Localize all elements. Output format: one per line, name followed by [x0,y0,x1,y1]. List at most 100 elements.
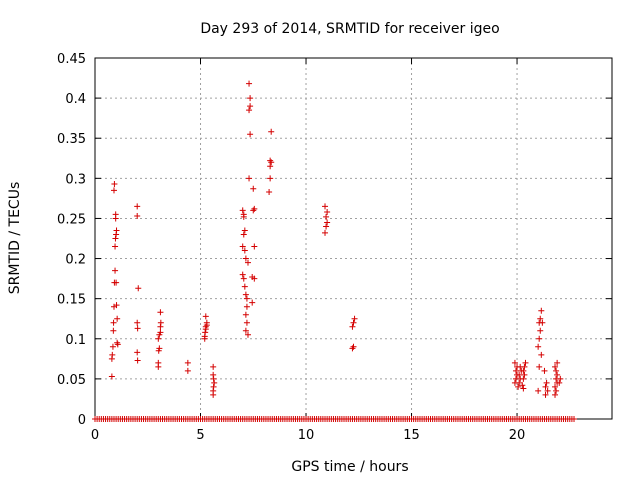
x-tick-label: 20 [509,428,526,443]
data-point [240,231,247,238]
data-point [521,371,528,378]
data-point [515,383,522,390]
data-point [537,327,544,334]
data-point [240,213,247,220]
data-point [110,187,117,194]
data-point [246,107,253,114]
y-tick-label: 0.45 [57,52,86,67]
x-tick-label: 5 [196,428,204,443]
data-point [241,247,248,254]
data-point [210,363,217,370]
data-point [251,205,258,212]
y-tick-label: 0.15 [57,293,86,308]
data-point [157,309,164,316]
data-point [243,303,250,310]
data-point [544,387,551,394]
data-point [135,285,142,292]
data-point [184,367,191,374]
data-point [520,375,527,382]
data-point [552,391,559,398]
data-point [242,327,249,334]
data-point [538,351,545,358]
data-point [241,283,248,290]
data-point [112,211,119,218]
x-tick-label: 15 [403,428,420,443]
data-point [134,203,141,210]
data-point [241,227,248,234]
data-point [112,243,119,250]
data-point [539,319,546,326]
data-point [542,383,549,390]
data-point [202,329,209,336]
data-point [211,379,218,386]
data-point [210,371,217,378]
data-point [155,359,162,366]
data-point [519,382,526,389]
gridlines [95,58,612,419]
data-point [557,375,564,382]
data-point [156,345,163,352]
data-point [535,387,542,394]
x-tick-label: 10 [298,428,315,443]
data-point [246,80,253,87]
data-point [267,157,274,164]
data-point [556,379,563,386]
data-point [239,207,246,214]
y-tick-label: 0.05 [57,373,86,388]
data-point [268,128,275,135]
y-tick-label: 0.4 [65,92,86,107]
data-point [349,323,356,330]
data-point [511,359,518,366]
data-point [516,379,523,386]
data-point [267,163,274,170]
data-point [538,307,545,314]
data-point [243,319,250,326]
data-point [242,311,249,318]
data-point [184,359,191,366]
data-point [543,379,550,386]
data-point [247,95,254,102]
data-point [537,315,544,322]
y-tick-label: 0 [78,413,86,428]
data-point [247,103,254,110]
data-point [134,349,141,356]
data-point [110,327,117,334]
x-tick-label: 0 [91,428,99,443]
data-point [240,275,247,282]
data-point [134,357,141,364]
axis-ticks: 0 0.05 0.1 0.15 0.2 0.25 0.3 0.35 0.4 0.45 0 5 10 15 2… [57,52,612,443]
data-point [267,175,274,182]
data-point [541,367,548,374]
plot-frame [94,57,613,420]
data-point [542,391,549,398]
data-point [535,343,542,350]
data-point [350,319,357,326]
data-point [110,319,117,326]
data-point [520,367,527,374]
data-point [251,275,258,282]
data-point [322,203,329,210]
data-point [155,335,162,342]
data-point [157,329,164,336]
data-point [553,367,560,374]
data-point [323,213,330,220]
data-point [134,319,141,326]
data-point [109,351,116,358]
data-point [512,367,519,374]
data-point [266,188,273,195]
data-point [323,223,330,230]
data-point [522,359,529,366]
data-point [210,383,217,390]
data-point [536,363,543,370]
data-point [239,271,246,278]
data-point [113,302,120,309]
y-tick-label: 0.35 [57,132,86,147]
y-tick-label: 0.3 [65,172,86,187]
data-point [239,243,246,250]
y-tick-label: 0.25 [57,212,86,227]
data-point [157,319,164,326]
data-point [251,243,258,250]
data-point [536,335,543,342]
data-point [250,185,257,192]
data-point [244,331,251,338]
